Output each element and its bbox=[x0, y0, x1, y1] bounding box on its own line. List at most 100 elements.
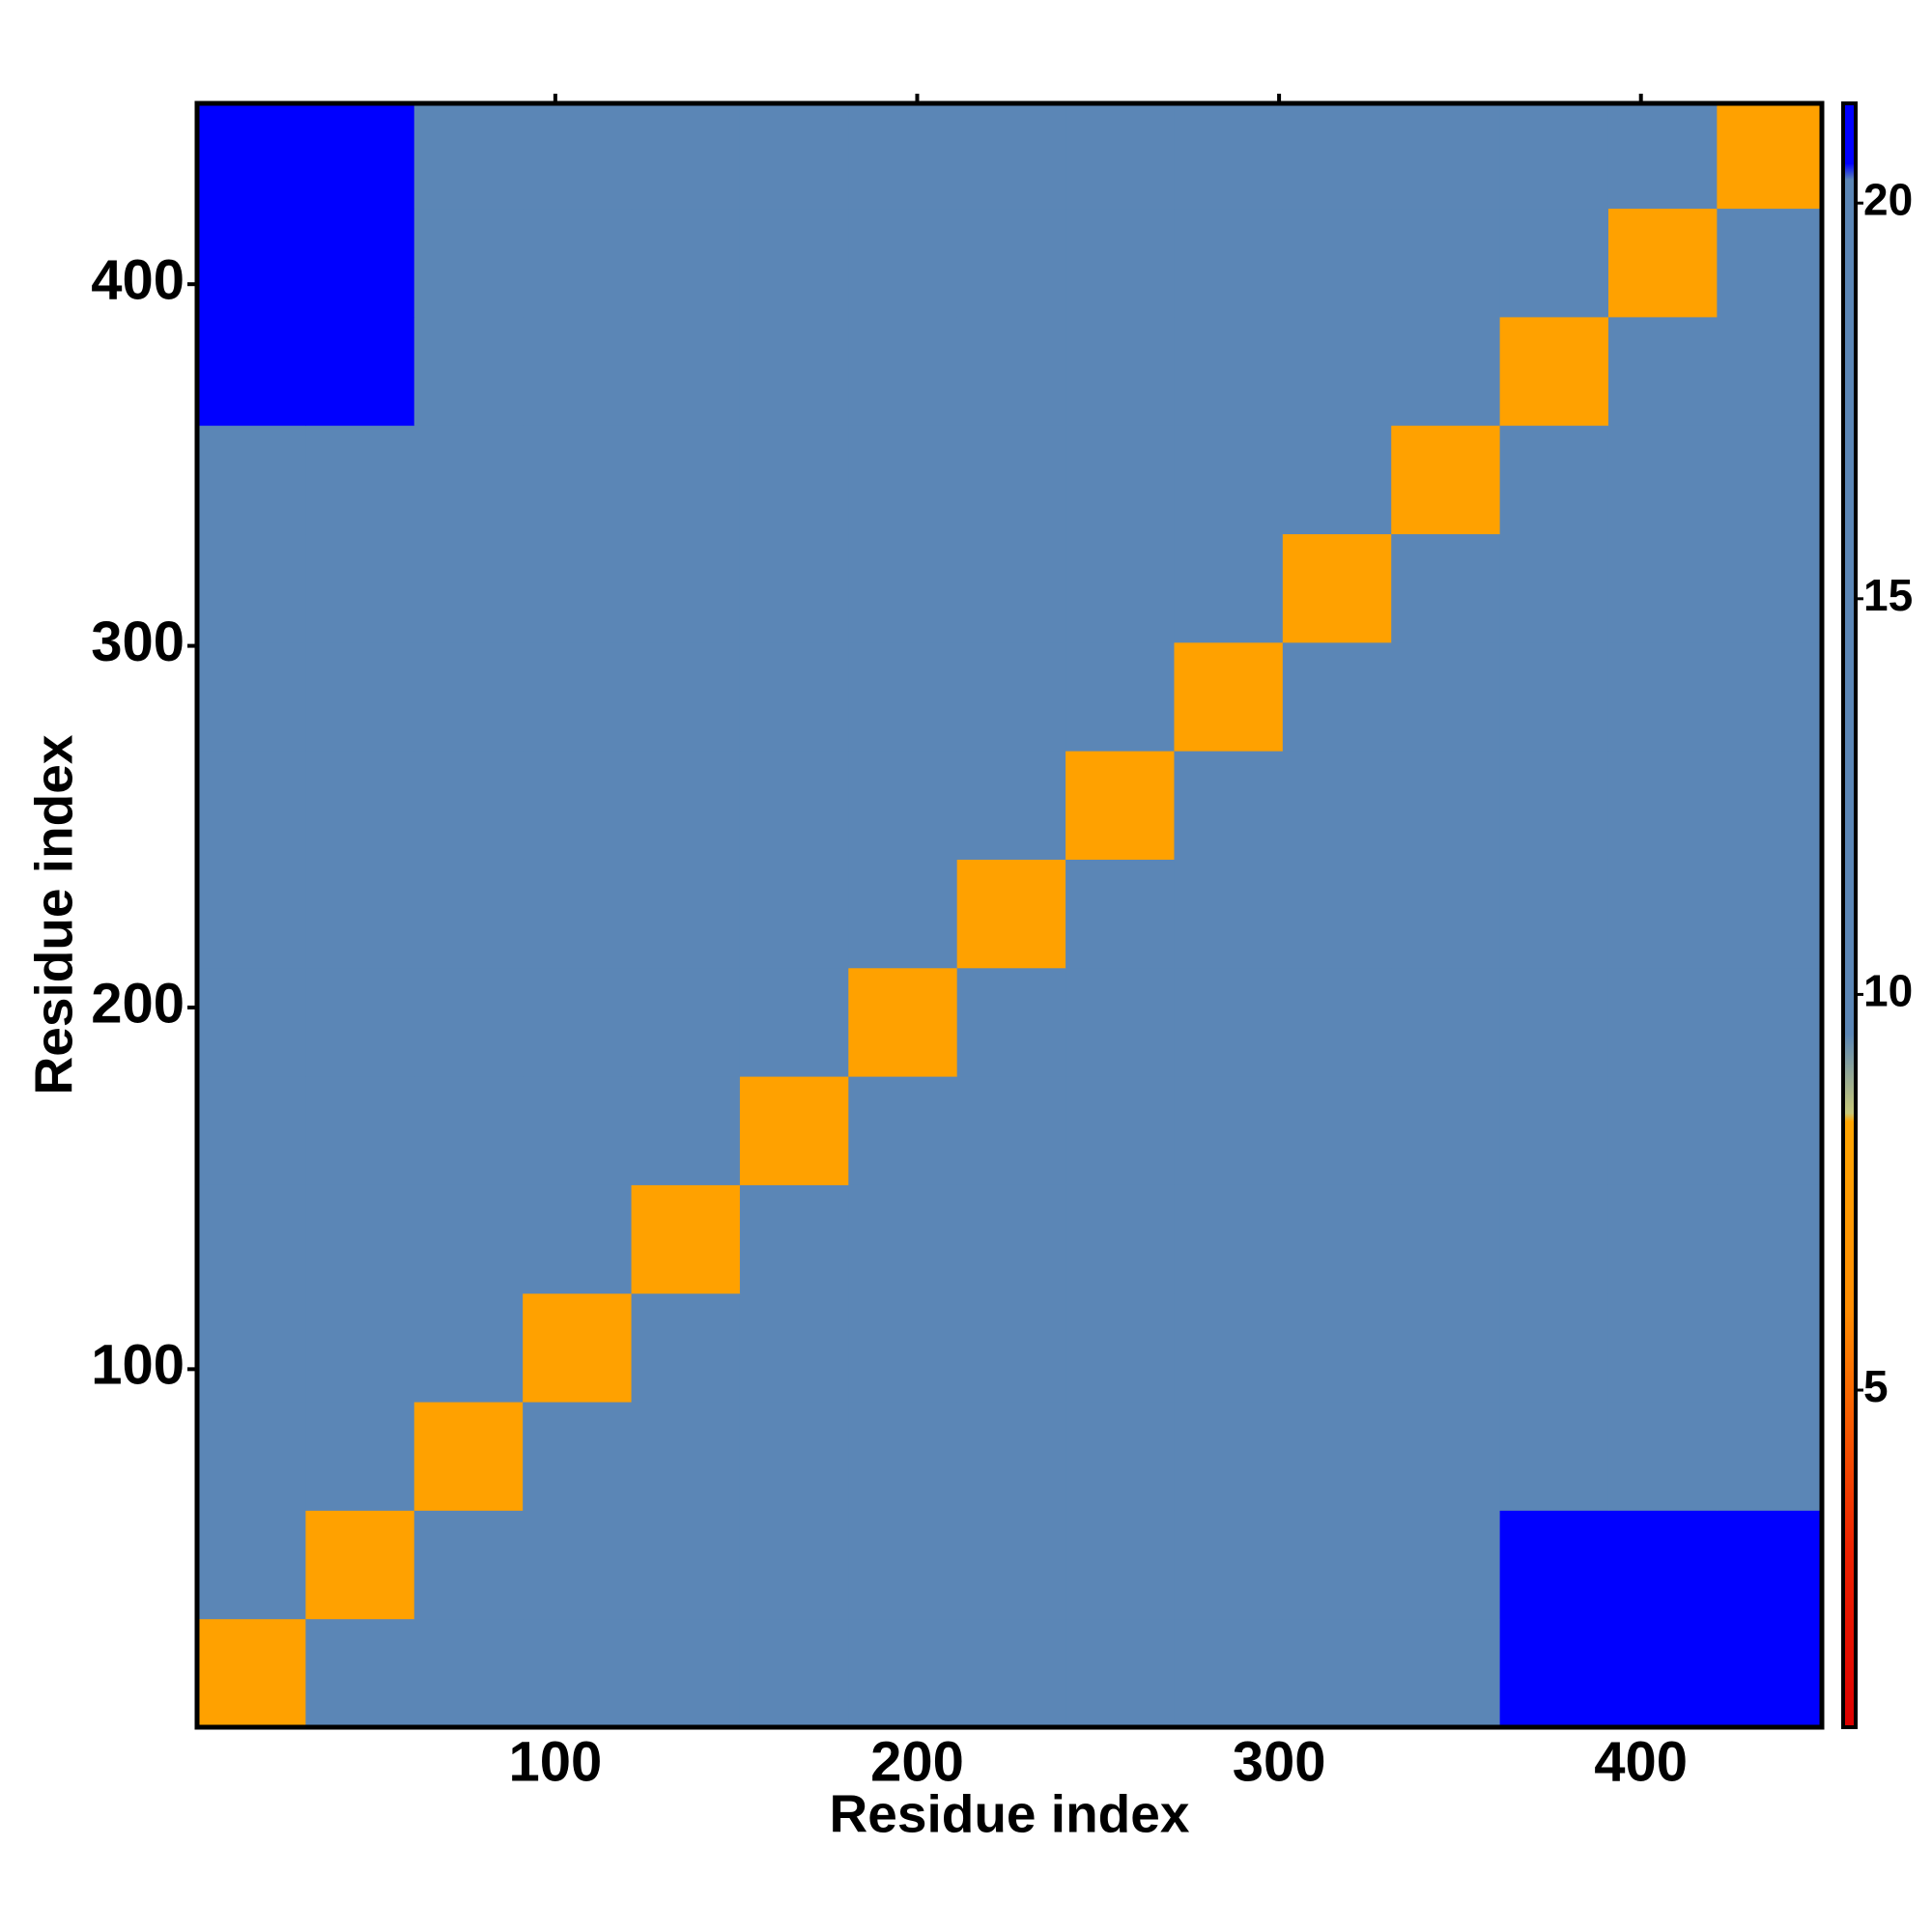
heatmap-cell bbox=[1391, 1076, 1501, 1185]
heatmap-cell bbox=[1717, 1402, 1823, 1511]
heatmap-cell bbox=[1174, 1076, 1284, 1185]
heatmap-cell bbox=[631, 859, 741, 969]
heatmap-cell bbox=[739, 967, 849, 1077]
heatmap-cell bbox=[848, 533, 958, 643]
heatmap-cell bbox=[305, 533, 415, 643]
heatmap-cell bbox=[1065, 1076, 1175, 1185]
heatmap-cell bbox=[631, 208, 741, 318]
heatmap-cell bbox=[413, 425, 524, 535]
heatmap-cell bbox=[848, 1510, 958, 1620]
heatmap-cell bbox=[848, 1184, 958, 1294]
heatmap-cell bbox=[197, 967, 306, 1077]
heatmap-cell bbox=[1282, 1402, 1392, 1511]
heatmap-cell bbox=[1282, 533, 1392, 643]
heatmap-cell bbox=[305, 1184, 415, 1294]
heatmap-cell bbox=[1391, 103, 1501, 210]
heatmap-cell bbox=[1499, 316, 1609, 426]
heatmap-cell bbox=[197, 1076, 306, 1185]
heatmap-cell bbox=[956, 641, 1066, 752]
heatmap-cell bbox=[1391, 751, 1501, 860]
heatmap-cell bbox=[848, 425, 958, 535]
heatmap-cell bbox=[413, 641, 524, 752]
heatmap-cell bbox=[956, 1402, 1066, 1511]
heatmap-cell bbox=[1282, 641, 1392, 752]
heatmap-cell bbox=[523, 425, 633, 535]
heatmap-cell bbox=[305, 641, 415, 752]
heatmap-cell bbox=[1607, 1618, 1718, 1728]
heatmap-cell bbox=[1717, 103, 1823, 210]
heatmap-cell bbox=[197, 425, 306, 535]
colorbar-segment bbox=[1843, 1548, 1856, 1728]
heatmap-cell bbox=[1717, 641, 1823, 752]
heatmap-cell bbox=[1282, 1184, 1392, 1294]
heatmap-cell bbox=[631, 751, 741, 860]
heatmap-cell bbox=[1499, 103, 1609, 210]
heatmap-cell bbox=[197, 103, 306, 210]
heatmap-cell bbox=[413, 1184, 524, 1294]
colorbar-tick-label: 20 bbox=[1863, 174, 1913, 224]
heatmap-cell bbox=[1282, 1510, 1392, 1620]
heatmap-cell bbox=[1499, 1618, 1609, 1728]
y-tick-label: 300 bbox=[91, 611, 185, 673]
heatmap-cell bbox=[1174, 316, 1284, 426]
colorbar-frame bbox=[1841, 101, 1858, 1729]
heatmap-cell bbox=[1282, 751, 1392, 860]
heatmap-cell bbox=[1065, 641, 1175, 752]
y-tick-label: 200 bbox=[91, 972, 185, 1035]
heatmap-cell bbox=[956, 1076, 1066, 1185]
heatmap-cell bbox=[197, 1618, 306, 1728]
plot-frame bbox=[194, 100, 1825, 1730]
heatmap-cell bbox=[413, 208, 524, 318]
heatmap-cell bbox=[197, 859, 306, 969]
heatmap-cell bbox=[1499, 1510, 1609, 1620]
heatmap-cell bbox=[523, 533, 633, 643]
heatmap-cell bbox=[631, 641, 741, 752]
heatmap-cell bbox=[1499, 641, 1609, 752]
heatmap-cell bbox=[1499, 1076, 1609, 1185]
heatmap-cell bbox=[1499, 533, 1609, 643]
heatmap-cell bbox=[739, 1293, 849, 1403]
heatmap-cell bbox=[1174, 967, 1284, 1077]
heatmap-cell bbox=[631, 1618, 741, 1728]
heatmap-cell bbox=[1607, 1076, 1718, 1185]
heatmap-cell bbox=[1174, 1293, 1284, 1403]
heatmap-cell bbox=[1391, 1184, 1501, 1294]
heatmap-cell bbox=[197, 641, 306, 752]
heatmap-cell bbox=[305, 1076, 415, 1185]
heatmap-cell bbox=[1717, 1618, 1823, 1728]
heatmap-cell bbox=[1391, 1402, 1501, 1511]
heatmap-cell bbox=[1174, 425, 1284, 535]
heatmap-cell bbox=[956, 1293, 1066, 1403]
axes: 100 200 300 400 100 200 300 400 5 10 15 20 bbox=[91, 94, 1913, 1793]
heatmap-cell bbox=[1391, 316, 1501, 426]
heatmap-cell bbox=[305, 425, 415, 535]
heatmap-cell bbox=[1282, 859, 1392, 969]
heatmap-cell bbox=[1282, 1076, 1392, 1185]
heatmap-cell bbox=[1391, 641, 1501, 752]
heatmap-cell bbox=[197, 208, 306, 318]
heatmap-cell bbox=[1174, 103, 1284, 210]
heatmap-cell bbox=[197, 1402, 306, 1511]
heatmap-cell bbox=[848, 859, 958, 969]
heatmap-cell bbox=[523, 1076, 633, 1185]
heatmap-cell bbox=[1174, 641, 1284, 752]
heatmap-cell bbox=[305, 1402, 415, 1511]
heatmap-cell bbox=[631, 425, 741, 535]
heatmap-cell bbox=[956, 103, 1066, 210]
heatmap-cell bbox=[739, 1510, 849, 1620]
heatmap-cell bbox=[1391, 859, 1501, 969]
x-tick-label: 400 bbox=[1594, 1730, 1688, 1793]
heatmap-cell bbox=[631, 103, 741, 210]
heatmap-cell bbox=[1391, 1510, 1501, 1620]
heatmap-cell bbox=[305, 859, 415, 969]
heatmap-cell bbox=[1607, 316, 1718, 426]
heatmap-cell bbox=[848, 1076, 958, 1185]
heatmap-cell bbox=[848, 967, 958, 1077]
heatmap-cell bbox=[739, 1076, 849, 1185]
heatmap-cell bbox=[1065, 967, 1175, 1077]
heatmap-cell bbox=[523, 103, 633, 210]
heatmap-cell bbox=[1607, 1402, 1718, 1511]
heatmap-cell bbox=[197, 1510, 306, 1620]
heatmap-cell bbox=[1607, 425, 1718, 535]
